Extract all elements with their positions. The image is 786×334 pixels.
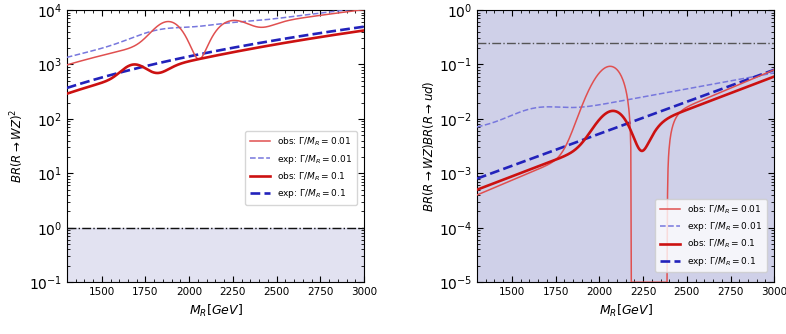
X-axis label: $M_R[GeV]$: $M_R[GeV]$ — [189, 303, 242, 319]
Bar — [67, 228, 364, 285]
Legend: obs: $\Gamma/M_R=0.01$, exp: $\Gamma/M_R=0.01$, obs: $\Gamma/M_R=0.1$, exp: $\Ga: obs: $\Gamma/M_R=0.01$, exp: $\Gamma/M_R… — [656, 199, 766, 272]
Y-axis label: $BR(R\to WZ)BR(R\to ud)$: $BR(R\to WZ)BR(R\to ud)$ — [421, 80, 436, 212]
Legend: obs: $\Gamma/M_R = 0.01$, exp: $\Gamma/M_R = 0.01$, obs: $\Gamma/M_R = 0.1$, exp: obs: $\Gamma/M_R = 0.01$, exp: $\Gamma/M… — [245, 131, 357, 205]
X-axis label: $M_R[GeV]$: $M_R[GeV]$ — [599, 303, 652, 319]
Y-axis label: $BR(R\to WZ)^2$: $BR(R\to WZ)^2$ — [9, 109, 26, 183]
